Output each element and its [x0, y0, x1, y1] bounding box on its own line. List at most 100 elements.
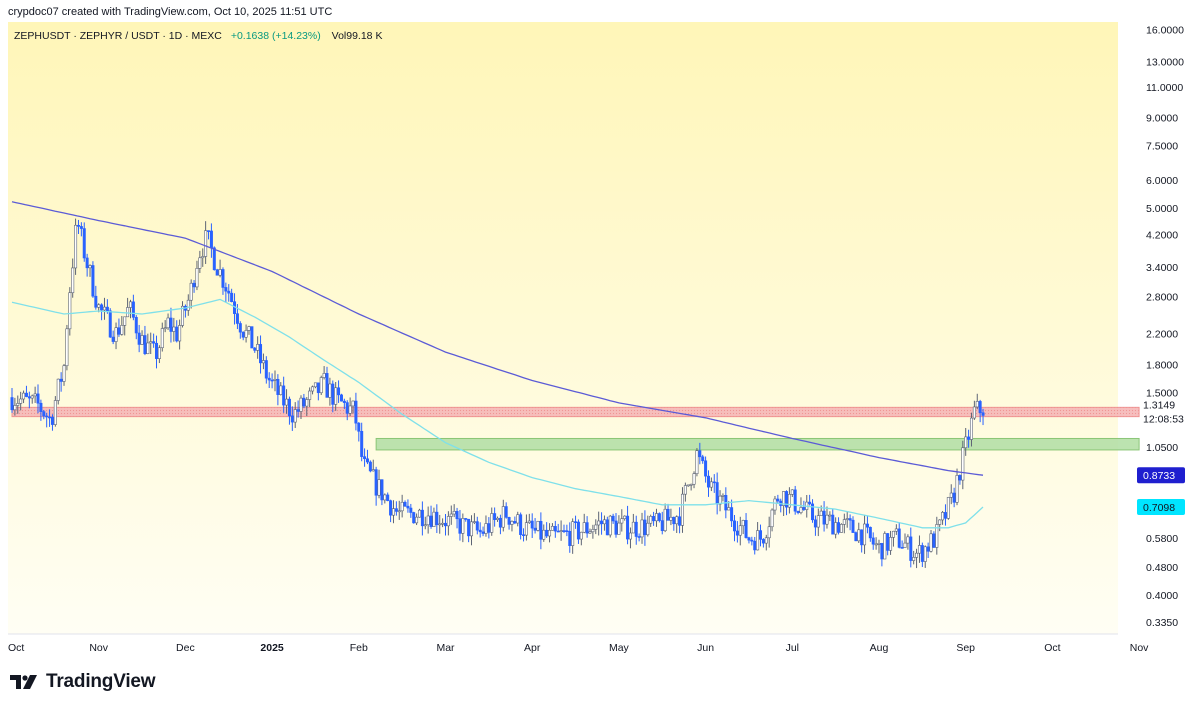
- candle: [238, 321, 242, 339]
- candle: [441, 518, 445, 528]
- candle: [325, 366, 329, 398]
- candle: [747, 536, 751, 544]
- candle: [13, 397, 17, 416]
- candle: [470, 515, 474, 546]
- candle: [140, 330, 144, 345]
- candle: [152, 333, 156, 348]
- candle: [400, 494, 404, 518]
- candle: [270, 373, 274, 389]
- candle: [822, 501, 826, 532]
- candle: [701, 454, 705, 464]
- support-zone: [375, 437, 1140, 451]
- candle: [851, 516, 855, 533]
- candle: [891, 530, 895, 547]
- candle: [828, 511, 832, 522]
- candle: [969, 412, 973, 447]
- candle: [296, 400, 300, 418]
- candle: [264, 356, 268, 384]
- candle: [30, 394, 34, 404]
- y-tick-label: 13.0000: [1146, 56, 1184, 68]
- candle: [631, 513, 635, 534]
- tradingview-brand[interactable]: TradingView: [10, 671, 156, 693]
- candle: [397, 500, 401, 520]
- x-tick-label: May: [609, 642, 630, 654]
- candle: [753, 536, 757, 555]
- candle: [201, 248, 205, 267]
- candle: [718, 490, 722, 512]
- candle: [490, 507, 494, 536]
- chart-area[interactable]: 16.0000 13.0000 11.0000 9.0000 7.5000 6.0000 5…: [0, 22, 1200, 657]
- candle: [666, 503, 670, 521]
- candle: [741, 519, 745, 535]
- candle: [958, 474, 962, 485]
- candle: [721, 493, 725, 502]
- candle: [972, 400, 976, 420]
- price-chart[interactable]: 16.0000 13.0000 11.0000 9.0000 7.5000 6.0000 5…: [0, 22, 1200, 657]
- candle: [750, 536, 754, 546]
- candle: [675, 515, 679, 533]
- candle: [932, 531, 936, 548]
- candle: [406, 499, 410, 513]
- x-tick-label: Mar: [436, 642, 455, 654]
- x-tick-label: Aug: [870, 642, 889, 654]
- candle: [744, 513, 748, 539]
- candle: [247, 325, 251, 335]
- candle: [357, 422, 361, 442]
- candle: [955, 468, 959, 506]
- candle: [626, 505, 630, 545]
- candle: [322, 366, 326, 380]
- candle: [178, 319, 182, 350]
- candle: [825, 506, 829, 529]
- candle: [923, 545, 927, 568]
- y-tick-label: 5.0000: [1146, 203, 1178, 215]
- candle: [761, 538, 765, 548]
- candle: [949, 484, 953, 505]
- tradingview-logo-icon: [10, 675, 37, 689]
- candle: [929, 530, 933, 553]
- candle: [409, 503, 413, 518]
- candle: [952, 487, 956, 508]
- candle: [435, 504, 439, 534]
- ma-short-tag: 0.7098: [1143, 502, 1175, 514]
- candle: [328, 377, 332, 406]
- candle: [415, 513, 419, 526]
- candle: [510, 520, 514, 532]
- candle: [195, 260, 199, 291]
- candle: [313, 382, 317, 389]
- candle: [542, 524, 546, 542]
- candle: [585, 516, 589, 538]
- candle: [897, 522, 901, 549]
- candle: [261, 353, 265, 370]
- candle: [865, 516, 869, 534]
- candle: [123, 316, 127, 336]
- candle: [102, 297, 106, 320]
- candle: [39, 399, 43, 421]
- candle: [481, 526, 485, 537]
- candle: [686, 484, 690, 487]
- candle: [536, 520, 540, 532]
- candle: [787, 487, 791, 514]
- candle: [166, 313, 170, 330]
- candle: [149, 332, 153, 354]
- plot-background: [8, 22, 1118, 634]
- candle: [56, 378, 60, 405]
- candle: [576, 519, 580, 544]
- candle: [967, 429, 971, 448]
- candle: [438, 514, 442, 534]
- candle: [82, 222, 86, 262]
- candle: [94, 285, 98, 310]
- candle: [550, 523, 554, 531]
- candle: [614, 513, 618, 538]
- candle: [221, 267, 225, 295]
- candle: [360, 422, 364, 462]
- candle: [524, 514, 528, 541]
- candle: [813, 515, 817, 536]
- candle: [461, 513, 465, 543]
- candle: [227, 284, 231, 302]
- candle: [831, 509, 835, 535]
- candle: [478, 522, 482, 538]
- candle: [212, 246, 216, 271]
- candle: [889, 530, 893, 555]
- candle: [365, 449, 369, 465]
- candle: [88, 264, 92, 277]
